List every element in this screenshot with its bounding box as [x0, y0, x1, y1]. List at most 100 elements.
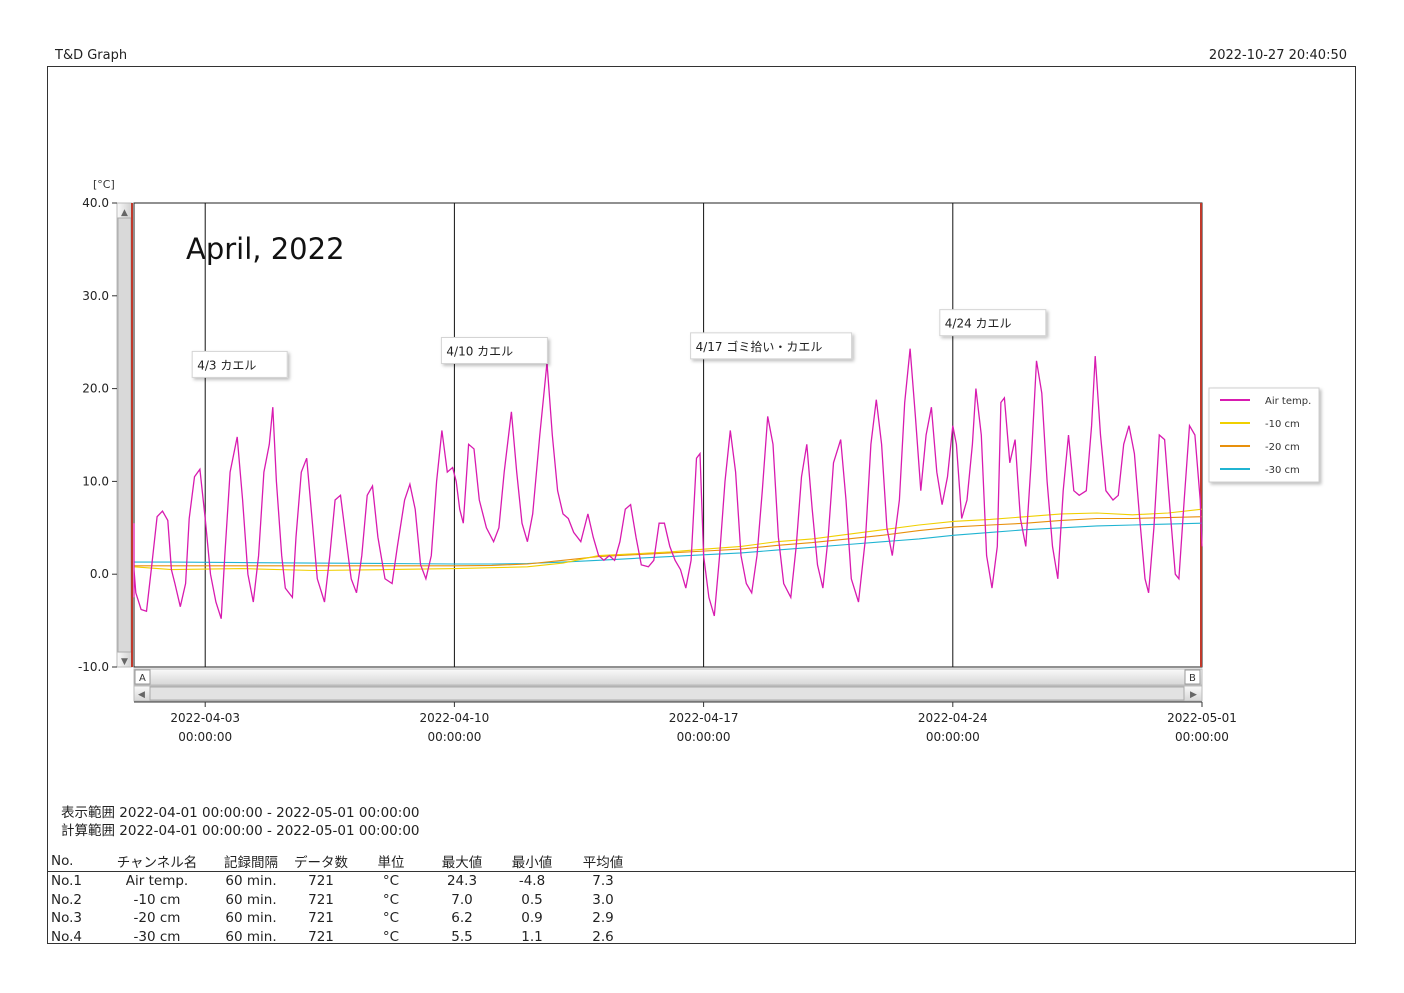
y-tick-label: 20.0	[82, 382, 109, 396]
x-tick-date: 2022-05-01	[1167, 711, 1237, 725]
annotation-text: 4/17 ゴミ拾い・カエル	[696, 339, 823, 354]
cell-min: 0.5	[521, 891, 543, 908]
series-line-1	[133, 348, 1203, 619]
horizontal-scrollbar-thumb[interactable]	[149, 686, 1185, 701]
chart-title: April, 2022	[186, 232, 345, 266]
y-tick-label: -10.0	[78, 660, 109, 674]
cell-channel: -30 cm	[133, 928, 181, 945]
col-header-avg: 平均値	[571, 851, 635, 872]
annotation-label: 4/24 カエル	[939, 309, 1047, 337]
cursor-bar[interactable]	[133, 668, 1203, 686]
legend: Air temp. -10 cm -20 cm -30 cm	[1208, 387, 1320, 483]
annotation-label: 4/10 カエル	[440, 336, 548, 364]
cell-channel: Air temp.	[125, 873, 189, 890]
x-tick-date: 2022-04-17	[669, 711, 739, 725]
table-row: No.2 -10 cm 60 min. 721 °C 7.0 0.5 3.0	[47, 891, 1356, 910]
y-tick-label: 30.0	[82, 289, 109, 303]
table-row: No.3 -20 cm 60 min. 721 °C 6.2 0.9 2.9	[47, 909, 1356, 928]
temperature-chart: [°C] ▲ ▼ 40.0 30.0 20.0 10.0 0.0 -10.0 4/3 カエ…	[78, 178, 1320, 744]
cell-max: 5.5	[451, 928, 473, 945]
calculation-range: 計算範囲 2022-04-01 00:00:00 - 2022-05-01 00…	[61, 823, 420, 839]
cell-min: 0.9	[521, 910, 543, 927]
col-header-interval: 記録間隔	[211, 851, 291, 872]
x-tick-time: 00:00:00	[926, 730, 980, 744]
legend-label: -10 cm	[1265, 419, 1300, 430]
cell-avg: 2.9	[592, 910, 614, 927]
annotation-text: 4/3 カエル	[197, 358, 256, 372]
cell-interval: 60 min.	[225, 873, 277, 890]
annotation-text: 4/10 カエル	[446, 344, 513, 358]
x-tick-date: 2022-04-24	[918, 711, 988, 725]
col-header-no: No.	[47, 851, 103, 872]
annotation-label: 4/17 ゴミ拾い・カエル	[690, 332, 853, 360]
y-tick-label: 0.0	[90, 567, 109, 581]
y-ticks: 40.0 30.0 20.0 10.0 0.0 -10.0	[78, 196, 117, 674]
y-tick-label: 10.0	[82, 474, 109, 488]
print-timestamp: 2022-10-27 20:40:50	[1208, 48, 1347, 63]
cell-interval: 60 min.	[225, 910, 277, 927]
legend-entry: -10 cm	[1220, 419, 1300, 430]
cell-unit: °C	[382, 928, 400, 945]
cell-interval: 60 min.	[225, 928, 277, 945]
legend-label: -30 cm	[1265, 465, 1300, 476]
plot-area	[133, 202, 1203, 668]
cell-count: 721	[308, 873, 334, 890]
vertical-scrollbar-thumb[interactable]	[117, 217, 132, 653]
x-tick-date: 2022-04-10	[420, 711, 490, 725]
legend-label: -20 cm	[1265, 442, 1300, 453]
legend-entry: Air temp.	[1220, 396, 1311, 407]
display-range: 表示範囲 2022-04-01 00:00:00 - 2022-05-01 00…	[61, 805, 420, 821]
scroll-left-arrow-icon[interactable]: ◀	[138, 690, 145, 700]
annotation-labels: 4/3 カエル 4/10 カエル 4/17 ゴミ拾い・カエル 4/24 カエル	[191, 309, 1047, 378]
annotation-lines	[204, 203, 954, 667]
cell-count: 721	[308, 891, 334, 908]
cell-avg: 3.0	[592, 891, 614, 908]
col-header-max: 最大値	[431, 851, 493, 872]
x-tick-time: 00:00:00	[427, 730, 481, 744]
cell-avg: 7.3	[592, 873, 614, 890]
table-row: No.4 -30 cm 60 min. 721 °C 5.5 1.1 2.6	[47, 928, 1356, 947]
cell-unit: °C	[382, 873, 400, 890]
cursor-b-handle[interactable]	[1184, 669, 1201, 685]
x-ticks: 2022-04-03 00:00:00 2022-04-10 00:00:00 2022…	[134, 701, 1237, 744]
cell-no: No.3	[51, 910, 83, 927]
table-header-row: No. チャンネル名 記録間隔 データ数 単位 最大値 最小値 平均値	[47, 851, 1356, 872]
cell-count: 721	[308, 928, 334, 945]
col-header-count: データ数	[291, 851, 351, 872]
x-tick-time: 00:00:00	[178, 730, 232, 744]
col-header-min: 最小値	[493, 851, 571, 872]
statistics-table: No. チャンネル名 記録間隔 データ数 単位 最大値 最小値 平均値 No.1…	[47, 851, 1356, 946]
report-frame	[47, 66, 1356, 944]
col-header-unit: 単位	[351, 851, 431, 872]
annotation-text: 4/24 カエル	[945, 317, 1012, 331]
y-tick-label: 40.0	[82, 196, 109, 210]
table-row: No.1 Air temp. 60 min. 721 °C 24.3 -4.8 …	[47, 872, 1356, 891]
cell-no: No.4	[51, 928, 83, 945]
col-header-channel: チャンネル名	[103, 851, 211, 872]
x-tick-time: 00:00:00	[1175, 730, 1229, 744]
annotation-label: 4/3 カエル	[191, 350, 288, 378]
cell-min: 1.1	[521, 928, 543, 945]
cell-count: 721	[308, 910, 334, 927]
cell-no: No.1	[51, 873, 83, 890]
cell-channel: -20 cm	[133, 910, 181, 927]
scroll-down-arrow-icon[interactable]: ▼	[121, 657, 128, 667]
scroll-up-arrow-icon[interactable]: ▲	[121, 208, 128, 218]
cell-no: No.2	[51, 891, 83, 908]
legend-entry: -20 cm	[1220, 442, 1300, 453]
x-tick-time: 00:00:00	[677, 730, 731, 744]
scroll-right-arrow-icon[interactable]: ▶	[1190, 690, 1197, 700]
cell-max: 6.2	[451, 910, 473, 927]
legend-entry: -30 cm	[1220, 465, 1300, 476]
cell-interval: 60 min.	[225, 891, 277, 908]
cursor-a-handle[interactable]	[134, 669, 151, 685]
cursor-a-label: A	[139, 673, 146, 684]
x-tick-date: 2022-04-03	[170, 711, 240, 725]
cell-unit: °C	[382, 910, 400, 927]
app-title: T&D Graph	[55, 48, 128, 63]
series-lines	[133, 348, 1203, 619]
y-axis-label: [°C]	[93, 178, 115, 191]
cell-channel: -10 cm	[133, 891, 181, 908]
cell-max: 7.0	[451, 891, 473, 908]
cell-min: -4.8	[518, 873, 546, 890]
